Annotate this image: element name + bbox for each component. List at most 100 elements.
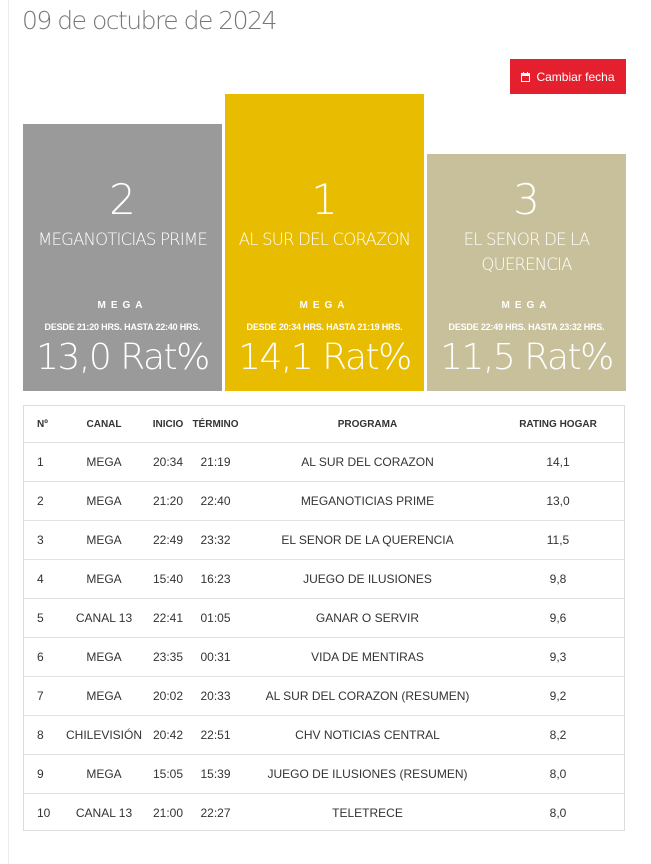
cell-channel: MEGA <box>60 676 148 716</box>
cell-rating: 9,2 <box>492 676 624 716</box>
cell-end: 15:39 <box>188 754 243 794</box>
header-start: INICIO <box>152 418 184 430</box>
podium-rating: 13,0 Rat% <box>36 337 210 378</box>
podium-rating: 14,1 Rat% <box>238 337 412 378</box>
podium-card-second: 2 MEGANOTICIAS PRIME MEGA DESDE 21:20 HR… <box>23 124 222 391</box>
cell-program: VIDA DE MENTIRAS <box>243 637 492 677</box>
cell-end: 22:40 <box>188 481 243 521</box>
cell-rating: 14,1 <box>492 442 624 482</box>
cell-number: 6 <box>24 637 60 677</box>
cell-rating: 9,3 <box>492 637 624 677</box>
header-rating: RATING HOGAR <box>519 418 597 430</box>
cell-start: 15:05 <box>148 754 188 794</box>
cell-end: 21:19 <box>188 442 243 482</box>
cell-number: 4 <box>24 559 60 599</box>
header-end: TÉRMINO <box>192 418 239 430</box>
ratings-table: Nº CANAL INICIO TÉRMINO PROGRAMA RATING … <box>24 406 624 832</box>
podium-time-range: DESDE 21:20 HRS. HASTA 22:40 HRS. <box>44 322 201 332</box>
podium-card-first: 1 AL SUR DEL CORAZON MEGA DESDE 20:34 HR… <box>225 94 424 391</box>
cell-start: 20:42 <box>148 715 188 755</box>
cell-channel: MEGA <box>60 481 148 521</box>
cell-program: AL SUR DEL CORAZON <box>243 442 492 482</box>
podium-time-range: DESDE 20:34 HRS. HASTA 21:19 HRS. <box>246 322 403 332</box>
cell-rating: 13,0 <box>492 481 624 521</box>
header-number: Nº <box>37 418 48 430</box>
cell-rating: 9,6 <box>492 598 624 638</box>
cell-channel: CANAL 13 <box>60 793 148 832</box>
podium-program: EL SENOR DE LA QUERENCIA <box>463 230 591 274</box>
cell-number: 9 <box>24 754 60 794</box>
cell-program: JUEGO DE ILUSIONES (RESUMEN) <box>243 754 492 794</box>
cell-end: 20:33 <box>188 676 243 716</box>
page-title: 09 de octubre de 2024 <box>22 6 277 35</box>
cell-channel: CHILEVISIÓN <box>60 715 148 755</box>
cell-start: 22:49 <box>148 520 188 560</box>
podium-program: MEGANOTICIAS PRIME <box>38 230 208 249</box>
podium-card-third: 3 EL SENOR DE LA QUERENCIA MEGA DESDE 22… <box>427 154 626 391</box>
cell-program: AL SUR DEL CORAZON (RESUMEN) <box>243 676 492 716</box>
table-row: 2 MEGA 21:20 22:40 MEGANOTICIAS PRIME 13… <box>24 481 624 521</box>
cell-channel: MEGA <box>60 559 148 599</box>
table-header-row: Nº CANAL INICIO TÉRMINO PROGRAMA RATING … <box>24 406 624 443</box>
podium-channel: MEGA <box>501 300 552 311</box>
ratings-table-container: Nº CANAL INICIO TÉRMINO PROGRAMA RATING … <box>23 405 625 832</box>
cell-number: 7 <box>24 676 60 716</box>
cell-channel: MEGA <box>60 754 148 794</box>
table-row: 6 MEGA 23:35 00:31 VIDA DE MENTIRAS 9,3 <box>24 637 624 677</box>
cell-start: 22:41 <box>148 598 188 638</box>
cell-program: JUEGO DE ILUSIONES <box>243 559 492 599</box>
cell-start: 21:00 <box>148 793 188 832</box>
cell-rating: 9,8 <box>492 559 624 599</box>
cell-start: 20:02 <box>148 676 188 716</box>
cell-program: CHV NOTICIAS CENTRAL <box>243 715 492 755</box>
change-date-button[interactable]: Cambiar fecha <box>510 59 626 94</box>
cell-number: 10 <box>24 793 60 832</box>
cell-rating: 8,0 <box>492 793 624 832</box>
cell-end: 16:23 <box>188 559 243 599</box>
cell-start: 20:34 <box>148 442 188 482</box>
cell-number: 3 <box>24 520 60 560</box>
podium-rank: 2 <box>109 175 136 224</box>
table-row: 4 MEGA 15:40 16:23 JUEGO DE ILUSIONES 9,… <box>24 559 624 599</box>
cell-start: 21:20 <box>148 481 188 521</box>
cell-channel: MEGA <box>60 520 148 560</box>
cell-program: EL SENOR DE LA QUERENCIA <box>243 520 492 560</box>
cell-start: 15:40 <box>148 559 188 599</box>
header-program: PROGRAMA <box>337 418 398 430</box>
cell-rating: 11,5 <box>492 520 624 560</box>
table-row: 1 MEGA 20:34 21:19 AL SUR DEL CORAZON 14… <box>24 442 624 482</box>
cell-end: 00:31 <box>188 637 243 677</box>
cell-end: 23:32 <box>188 520 243 560</box>
cell-channel: MEGA <box>60 637 148 677</box>
podium-rank: 1 <box>311 175 338 224</box>
cell-program: MEGANOTICIAS PRIME <box>243 481 492 521</box>
table-row: 10 CANAL 13 21:00 22:27 TELETRECE 8,0 <box>24 793 624 832</box>
table-row: 5 CANAL 13 22:41 01:05 GANAR O SERVIR 9,… <box>24 598 624 638</box>
change-date-label: Cambiar fecha <box>536 69 615 84</box>
table-row: 8 CHILEVISIÓN 20:42 22:51 CHV NOTICIAS C… <box>24 715 624 755</box>
cell-program: GANAR O SERVIR <box>243 598 492 638</box>
cell-start: 23:35 <box>148 637 188 677</box>
cell-number: 1 <box>24 442 60 482</box>
calendar-icon <box>521 71 531 82</box>
cell-rating: 8,2 <box>492 715 624 755</box>
podium-time-range: DESDE 22:49 HRS. HASTA 23:32 HRS. <box>448 322 605 332</box>
cell-end: 22:51 <box>188 715 243 755</box>
cell-program: TELETRECE <box>243 793 492 832</box>
cell-number: 5 <box>24 598 60 638</box>
podium-program: AL SUR DEL CORAZON <box>238 230 411 249</box>
podium-channel: MEGA <box>97 300 148 311</box>
page-left-border <box>8 0 9 864</box>
cell-end: 01:05 <box>188 598 243 638</box>
table-row: 3 MEGA 22:49 23:32 EL SENOR DE LA QUEREN… <box>24 520 624 560</box>
cell-number: 2 <box>24 481 60 521</box>
podium-channel: MEGA <box>299 300 350 311</box>
podium-rating: 11,5 Rat% <box>440 337 614 378</box>
header-channel: CANAL <box>86 418 122 430</box>
table-row: 7 MEGA 20:02 20:33 AL SUR DEL CORAZON (R… <box>24 676 624 716</box>
cell-number: 8 <box>24 715 60 755</box>
cell-rating: 8,0 <box>492 754 624 794</box>
podium-rank: 3 <box>513 175 540 224</box>
cell-channel: CANAL 13 <box>60 598 148 638</box>
cell-channel: MEGA <box>60 442 148 482</box>
